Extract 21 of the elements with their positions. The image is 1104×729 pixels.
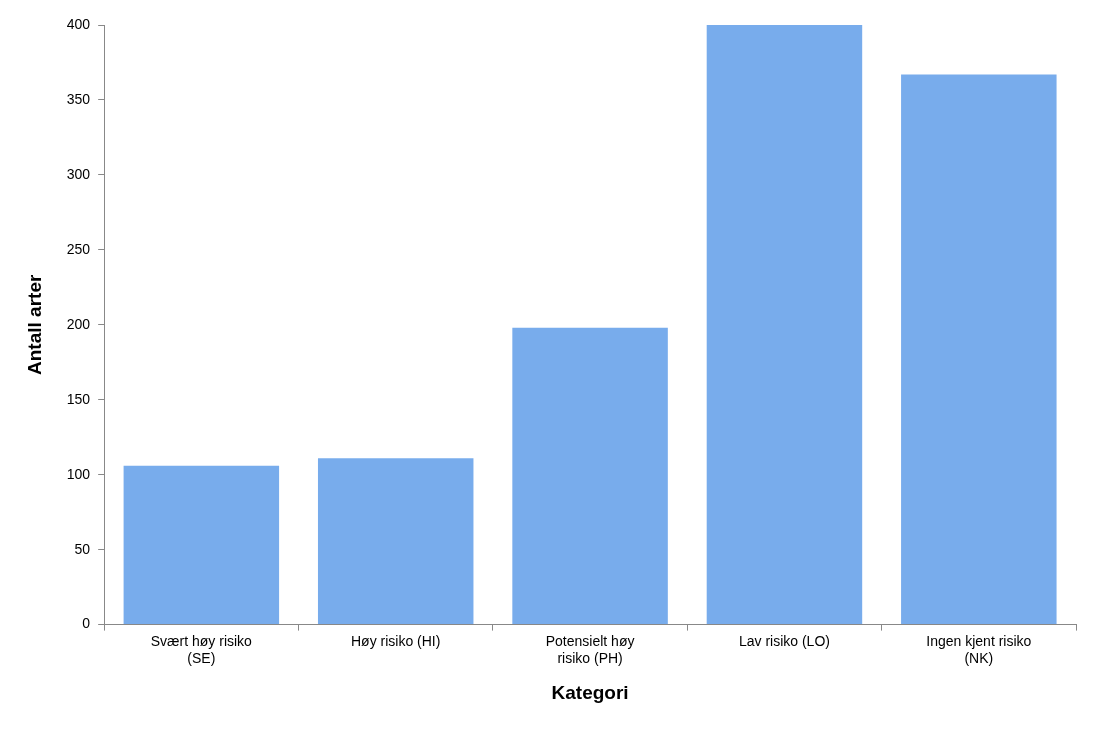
x-tick-label: Potensielt høy risiko (PH) [545, 632, 635, 666]
x-axis-title: Kategori [551, 681, 629, 703]
y-tick-label: 100 [66, 465, 91, 482]
bar [317, 458, 474, 625]
y-tick-label: 0 [82, 615, 91, 632]
bar [706, 25, 863, 625]
x-tick-label: Lav risiko (LO) [738, 632, 830, 649]
bar [512, 327, 668, 625]
y-axis-title: Antall arter [23, 274, 45, 375]
y-tick-label: 250 [66, 240, 91, 257]
y-tick-label: 300 [66, 165, 91, 182]
bar [123, 465, 280, 625]
x-tick-label: Ingen kjent risiko (NK) [926, 632, 1032, 666]
y-tick-label: 200 [66, 315, 91, 332]
y-tick-label: 50 [74, 540, 91, 557]
x-tick-label: Høy risiko (HI) [350, 632, 441, 649]
bar [901, 74, 1057, 625]
x-tick-label: Svært høy risiko (SE) [150, 632, 253, 666]
y-tick-label: 350 [66, 90, 91, 107]
y-tick-label: 150 [66, 390, 91, 407]
y-tick-label: 400 [66, 15, 91, 32]
